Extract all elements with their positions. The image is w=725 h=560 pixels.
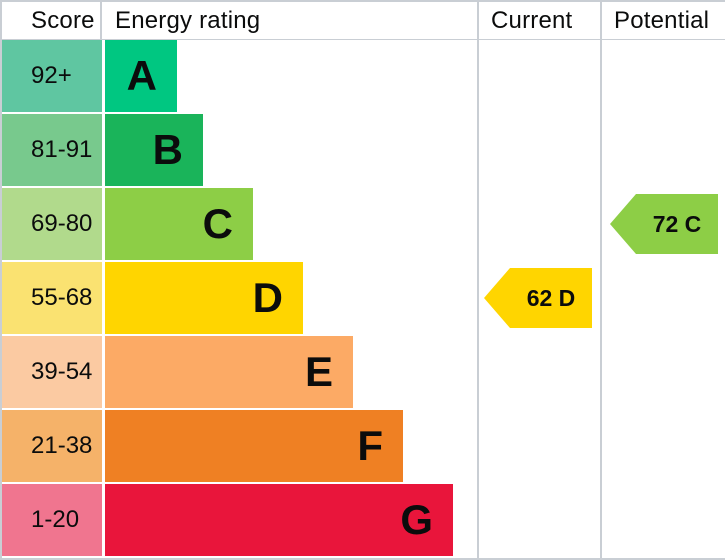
potential-column-header: Potential (602, 2, 725, 40)
potential-column: Potential (600, 2, 725, 558)
score-range-a: 92+ (2, 40, 102, 112)
score-range-d: 55-68 (2, 262, 102, 334)
score-column-header: Score (2, 2, 102, 39)
score-range-c: 69-80 (2, 188, 102, 260)
band-row-g: 1-20 G (2, 484, 477, 558)
band-bar-b: B (105, 114, 203, 186)
energy-rating-column-header: Energy rating (115, 6, 261, 34)
band-bar-d: D (105, 262, 303, 334)
score-range-b: 81-91 (2, 114, 102, 186)
rating-scale-section: Score Energy rating 92+ A 81-91 B 69-80 … (2, 2, 477, 558)
current-column-header: Current (479, 2, 600, 40)
band-row-d: 55-68 D (2, 262, 477, 336)
score-range-e: 39-54 (2, 336, 102, 408)
score-range-g: 1-20 (2, 484, 102, 556)
current-rating-arrow: 62 D (484, 268, 592, 328)
band-row-b: 81-91 B (2, 114, 477, 188)
scale-header-row: Score Energy rating (2, 2, 477, 40)
band-row-c: 69-80 C (2, 188, 477, 262)
band-bar-g: G (105, 484, 453, 556)
potential-rating-arrow: 72 C (610, 194, 718, 254)
band-bar-e: E (105, 336, 353, 408)
current-column: Current (477, 2, 600, 558)
band-bar-a: A (105, 40, 177, 112)
band-row-f: 21-38 F (2, 410, 477, 484)
band-row-a: 92+ A (2, 40, 477, 114)
band-bar-f: F (105, 410, 403, 482)
score-range-f: 21-38 (2, 410, 102, 482)
band-row-e: 39-54 E (2, 336, 477, 410)
band-bar-c: C (105, 188, 253, 260)
